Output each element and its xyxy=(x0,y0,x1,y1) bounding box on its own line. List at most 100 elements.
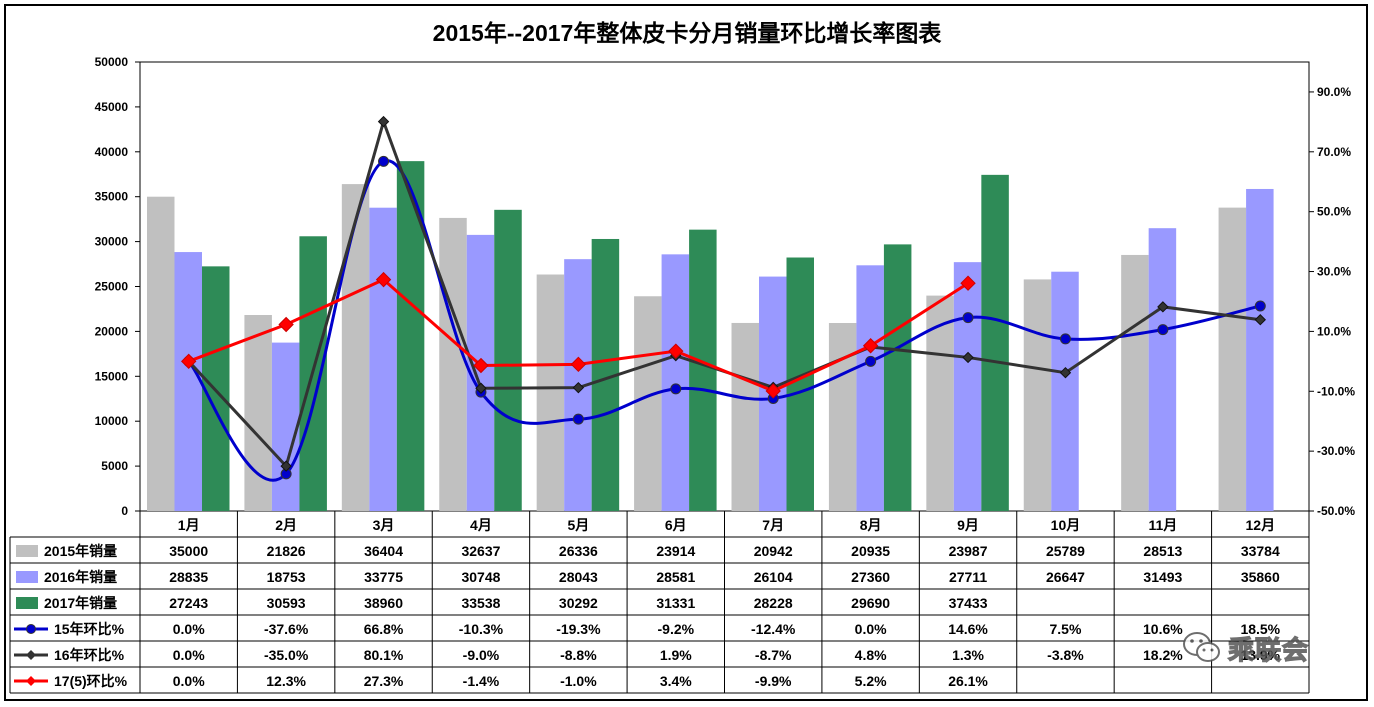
table-cell: 31493 xyxy=(1143,569,1182,585)
table-cell: 28228 xyxy=(754,595,793,611)
y-tick-label: 5000 xyxy=(101,459,128,473)
bar-2015-2 xyxy=(244,315,272,511)
table-cell: 33775 xyxy=(364,569,403,585)
table-cell: -19.3% xyxy=(556,621,601,637)
bar-2017-8 xyxy=(883,244,912,512)
y-tick-label: 10000 xyxy=(95,414,129,428)
x-tick-label: 8月 xyxy=(860,517,882,533)
bar-2015-3 xyxy=(341,184,370,511)
table-cell: -37.6% xyxy=(264,621,309,637)
table-cell: 66.8% xyxy=(364,621,404,637)
point-2-8 xyxy=(862,338,879,354)
point-2-4 xyxy=(473,357,489,374)
bar-2016-3 xyxy=(369,207,397,511)
point-2-3 xyxy=(375,271,392,288)
table-cell: 1.3% xyxy=(952,647,984,663)
table-cell: -8.7% xyxy=(755,647,792,663)
y-tick-label: 15000 xyxy=(95,369,129,383)
x-tick-label: 5月 xyxy=(567,517,589,533)
bar-2015-6 xyxy=(634,296,662,511)
bar-2015-11 xyxy=(1121,254,1149,512)
table-cell: -10.3% xyxy=(459,621,504,637)
table-cell: 38960 xyxy=(364,595,403,611)
y2-tick-label: -30.0% xyxy=(1317,444,1355,458)
bar-2016-6 xyxy=(661,254,690,511)
legend-entry: 15年环比% xyxy=(54,621,125,637)
legend-key-marker xyxy=(26,676,36,686)
y2-tick-label: 10.0% xyxy=(1317,324,1351,338)
table-cell: 26647 xyxy=(1046,569,1085,585)
y-tick-label: 50000 xyxy=(95,55,129,69)
bar-2017-6 xyxy=(689,229,717,511)
table-cell: 3.4% xyxy=(660,673,692,689)
bar-2015-10 xyxy=(1023,279,1052,511)
table-cell: 27711 xyxy=(949,569,987,585)
x-tick-label: 4月 xyxy=(470,517,492,533)
point-0-3 xyxy=(378,155,390,167)
table-cell: 28043 xyxy=(559,569,598,585)
line-15-series xyxy=(187,159,1261,482)
chart-frame xyxy=(4,4,1368,701)
table-cell: 0.0% xyxy=(855,621,887,637)
x-tick-label: 10月 xyxy=(1051,517,1081,533)
table-cell: 13.9% xyxy=(1240,647,1280,663)
table-cell: 80.1% xyxy=(364,647,404,663)
table-cell: 27.3% xyxy=(364,673,404,689)
table-cell: 31331 xyxy=(656,595,695,611)
bar-2017-4 xyxy=(494,209,522,511)
table-cell: 14.6% xyxy=(948,621,988,637)
table-cell: 0.0% xyxy=(173,621,205,637)
table-cell: 23914 xyxy=(656,543,695,559)
y-tick-label: 35000 xyxy=(95,190,129,204)
watermark: 乘联会 xyxy=(1182,628,1332,668)
x-tick-label: 6月 xyxy=(665,517,687,533)
point-0-9 xyxy=(962,312,974,324)
table-cell: 21826 xyxy=(267,543,306,559)
table-cell: 36404 xyxy=(364,543,403,559)
y-tick-label: 25000 xyxy=(95,280,129,294)
point-0-8 xyxy=(865,355,877,367)
y-tick-label: 20000 xyxy=(95,324,129,338)
table-cell: 29690 xyxy=(851,595,890,611)
table-cell: -9.9% xyxy=(755,673,792,689)
point-1-5 xyxy=(572,381,585,394)
point-1-3 xyxy=(377,115,390,128)
y2-tick-label: 50.0% xyxy=(1317,205,1351,219)
table-cell: 18.5% xyxy=(1240,621,1280,637)
bar-2016-12 xyxy=(1246,188,1274,511)
legend-key-marker xyxy=(26,650,36,660)
bar-2015-8 xyxy=(828,323,857,511)
point-1-2 xyxy=(280,460,292,472)
wechat-icon xyxy=(1183,632,1220,662)
point-0-5 xyxy=(572,413,584,425)
bar-2015-7 xyxy=(731,322,759,511)
table-cell: 7.5% xyxy=(1049,621,1081,637)
table-cell: 23987 xyxy=(949,543,988,559)
table-cell: 33538 xyxy=(461,595,500,611)
table-cell: -8.8% xyxy=(560,647,597,663)
table-cell: 18.2% xyxy=(1143,647,1183,663)
table-cell: 26104 xyxy=(754,569,793,585)
point-2-2 xyxy=(278,316,294,333)
y-tick-label: 45000 xyxy=(95,100,129,114)
legend-entry: 2015年销量 xyxy=(44,543,117,559)
table-cell: 10.6% xyxy=(1143,621,1183,637)
table-cell: 26336 xyxy=(559,543,598,559)
point-0-12 xyxy=(1254,300,1266,312)
y2-tick-label: 70.0% xyxy=(1317,145,1351,159)
point-2-9 xyxy=(960,275,976,291)
table-cell: 1.9% xyxy=(660,647,692,663)
legend-key-bar xyxy=(16,545,38,557)
point-1-10 xyxy=(1059,367,1072,379)
legend-entry: 2017年销量 xyxy=(44,595,117,611)
point-1-11 xyxy=(1157,301,1169,313)
y2-tick-label: 30.0% xyxy=(1317,265,1351,279)
legend-entry: 17(5)环比% xyxy=(54,673,128,689)
x-tick-label: 11月 xyxy=(1148,517,1177,533)
x-tick-label: 7月 xyxy=(762,517,784,533)
table-cell: 28513 xyxy=(1143,543,1182,559)
bar-2016-2 xyxy=(271,342,300,511)
bar-2015-5 xyxy=(536,274,565,511)
y2-tick-label: -50.0% xyxy=(1317,504,1355,518)
